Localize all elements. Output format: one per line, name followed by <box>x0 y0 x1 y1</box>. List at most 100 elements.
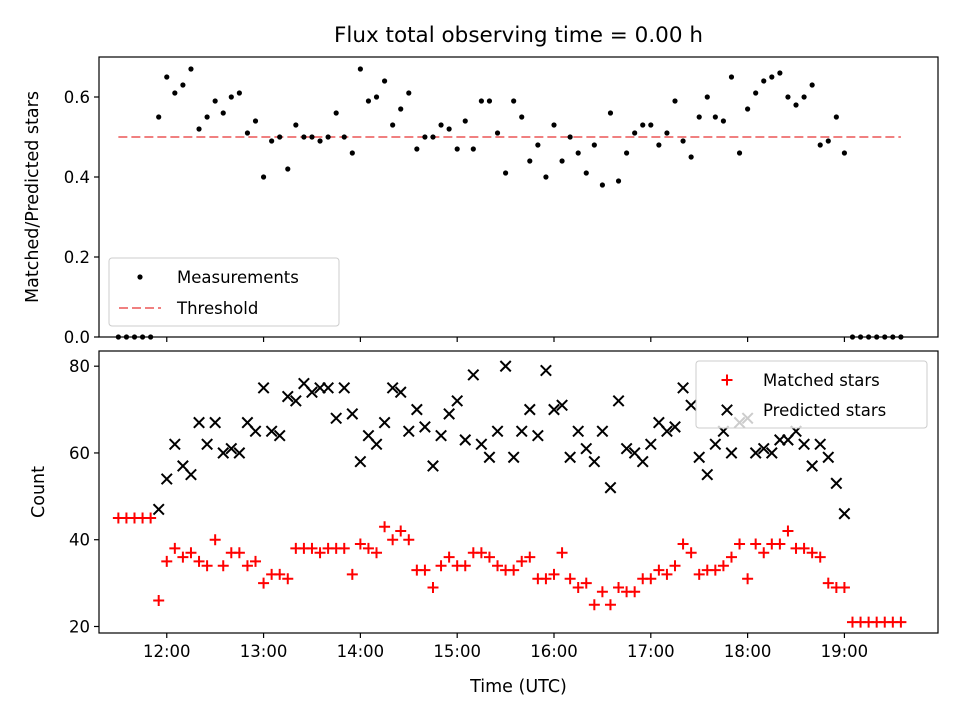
matched-star-point <box>362 542 374 554</box>
matched-star-point <box>540 573 552 585</box>
legend-matched-label: Matched stars <box>763 371 880 390</box>
matched-star-point <box>661 568 673 580</box>
predicted-star-point <box>225 442 238 455</box>
measurement-point <box>753 90 759 96</box>
matched-star-point <box>669 560 681 572</box>
measurement-point <box>511 98 517 104</box>
bottom-y-axis-label: Count <box>29 466 49 518</box>
matched-star-point <box>742 573 754 585</box>
measurement-point <box>559 158 565 164</box>
matched-star-point <box>483 551 495 563</box>
predicted-star-point <box>822 451 835 464</box>
matched-star-point <box>734 538 746 550</box>
predicted-star-point <box>419 421 431 433</box>
predicted-star-point <box>338 381 351 394</box>
matched-star-point <box>564 573 576 585</box>
predicted-star-point <box>499 360 512 373</box>
matched-star-point <box>613 581 625 593</box>
measurement-point <box>801 94 807 100</box>
figure-title: Flux total observing time = 0.00 h <box>334 23 703 48</box>
matched-star-point <box>524 551 536 563</box>
predicted-star-point <box>604 481 617 494</box>
matched-star-point <box>258 577 270 589</box>
matched-star-point <box>217 560 229 572</box>
x-tick-label: 12:00 <box>143 642 191 661</box>
predicted-star-point <box>749 447 762 459</box>
top-plot-marks <box>115 66 904 340</box>
matched-star-point <box>419 564 431 576</box>
predicted-star-point <box>531 429 544 442</box>
measurement-point <box>680 138 686 144</box>
measurement-point <box>462 118 468 124</box>
bottom-y-tick-label: 40 <box>69 531 90 550</box>
measurement-point <box>696 114 702 120</box>
x-tick-label: 18:00 <box>724 642 772 661</box>
measurement-point <box>196 126 202 132</box>
measurement-point <box>180 82 186 88</box>
measurement-point <box>212 98 218 104</box>
matched-star-point <box>822 577 834 589</box>
matched-star-point <box>685 547 697 559</box>
top-plot: 0.0 0.2 0.4 0.6 Matched/Predicted stars Mea… <box>23 56 939 347</box>
predicted-star-point <box>548 403 560 416</box>
predicted-star-point <box>523 403 536 416</box>
matched-star-point <box>209 534 221 546</box>
measurement-point <box>640 122 646 128</box>
matched-star-point <box>548 568 560 580</box>
predicted-star-point <box>757 442 770 455</box>
measurement-point <box>543 174 549 180</box>
measurement-point <box>817 142 823 148</box>
predicted-star-point <box>580 442 593 455</box>
predicted-star-point <box>330 412 343 425</box>
predicted-star-point <box>201 438 214 451</box>
matched-star-point <box>395 525 407 537</box>
matched-star-point <box>693 568 705 580</box>
matched-star-point <box>782 525 794 537</box>
measurement-point <box>430 134 436 140</box>
measurement-point <box>478 98 484 104</box>
predicted-star-point <box>306 386 318 399</box>
predicted-star-point <box>386 381 399 394</box>
predicted-star-point <box>830 477 843 490</box>
matched-star-point <box>443 551 455 563</box>
measurement-point <box>761 78 767 84</box>
measurement-point <box>664 130 670 136</box>
measurement-point <box>414 146 420 152</box>
matched-star-point <box>838 581 850 593</box>
predicted-star-point <box>701 468 714 481</box>
measurement-point <box>720 118 727 124</box>
legend-box <box>695 360 928 429</box>
x-tick-label: 17:00 <box>627 642 675 661</box>
measurement-point <box>591 142 597 148</box>
predicted-star-point <box>685 399 698 412</box>
predicted-star-point <box>693 451 706 464</box>
measurement-point <box>575 150 581 156</box>
top-y-ticks: 0.0 0.2 0.4 0.6 <box>64 88 99 347</box>
matched-star-point <box>774 538 786 550</box>
measurement-point <box>502 170 509 176</box>
predicted-star-point <box>725 447 738 459</box>
measurement-point <box>260 174 267 180</box>
legend-threshold-label: Threshold <box>176 299 258 318</box>
top-y-tick-label: 0.6 <box>64 88 90 107</box>
measurement-point <box>712 114 718 120</box>
measurement-point <box>373 94 380 100</box>
matched-star-point <box>717 560 729 572</box>
measurement-point <box>269 138 275 144</box>
predicted-star-point <box>217 447 230 459</box>
predicted-star-point <box>354 455 367 468</box>
predicted-star-point <box>661 425 673 438</box>
predicted-star-point <box>410 403 423 416</box>
measurement-point <box>656 142 662 148</box>
measurement-point <box>607 110 614 116</box>
measurement-point <box>446 126 452 132</box>
measurement-point <box>728 74 735 80</box>
legend-predicted-label: Predicted stars <box>763 401 886 420</box>
legend-box <box>108 257 340 327</box>
predicted-star-point <box>838 507 851 520</box>
matched-star-point <box>314 547 326 559</box>
matched-star-point <box>185 547 197 559</box>
legend-measurements-label: Measurements <box>177 268 299 287</box>
predicted-star-point <box>515 425 528 438</box>
